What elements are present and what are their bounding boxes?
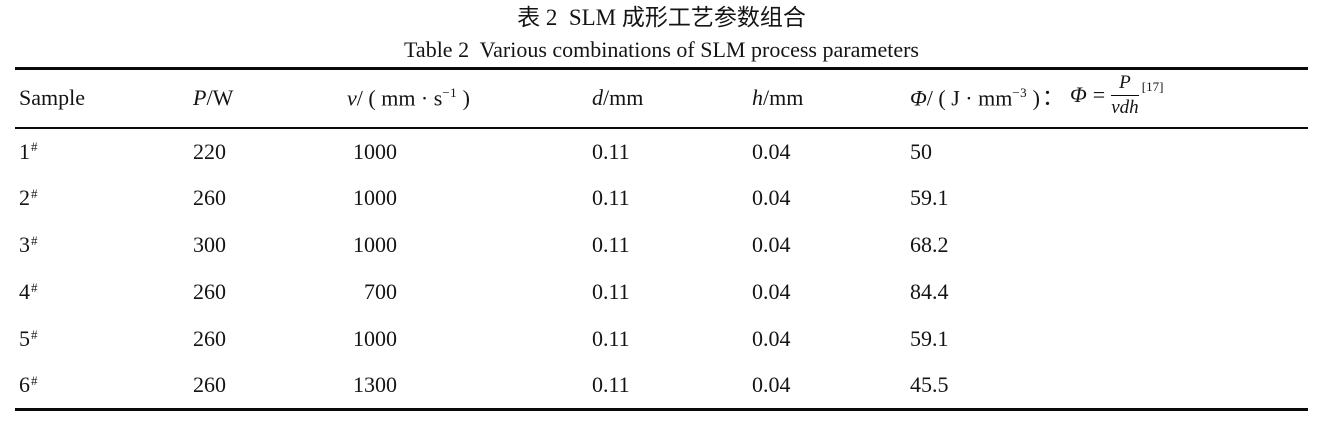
cell-hatch-spacing: 0.04 [752,326,791,351]
sample-number: 5 [19,326,30,351]
cell-hatch-spacing: 0.04 [752,138,791,164]
cell-sample: 3# [15,222,193,269]
speed-unit-open: / ( mm · s [356,85,443,111]
table-row: 5# 260 1000 0.11 0.04 59.1 [15,316,1308,363]
formula-equals: = [1092,82,1106,108]
cell-beam-diameter: 0.11 [592,326,630,351]
sample-hash-marker: # [31,373,38,389]
sample-number: 2 [19,185,30,210]
table-body: 1# 220 1000 0.11 0.04 50 2# 260 1000 0.1… [15,128,1308,410]
cell-power: 300 [193,232,226,257]
table-caption: 表 2 SLM 成形工艺参数组合 Table 2 Various combina… [0,0,1323,67]
column-header-speed: v/ ( mm · s−1 ) [347,69,592,128]
column-header-hatch-spacing: h/mm [752,69,910,128]
table-row: 1# 220 1000 0.11 0.04 50 [15,128,1308,175]
power-unit: /W [206,85,234,111]
cell-energy-density: 68.2 [910,232,949,257]
formula-lhs: Φ [1070,82,1087,108]
cell-speed: 1300 [347,363,592,410]
energy-unit-close: ) [1027,85,1040,111]
column-header-sample: Sample [15,69,193,128]
caption-english: Table 2 Various combinations of SLM proc… [404,37,919,62]
sample-number: 1 [19,138,30,164]
cell-power: 260 [193,185,226,210]
cell-energy-density: 84.4 [910,279,949,304]
table-row: 6# 260 1300 0.11 0.04 45.5 [15,363,1308,410]
cell-beam-diameter: 0.11 [592,185,630,210]
cell-sample: 6# [15,363,193,410]
cell-sample: 4# [15,269,193,316]
sample-number: 4 [19,279,30,304]
speed-value: 1000 [353,185,397,210]
cell-power: 260 [193,326,226,351]
table-row: 3# 300 1000 0.11 0.04 68.2 [15,222,1308,269]
energy-colon: ： [1041,85,1064,111]
cell-power: 260 [193,372,226,398]
cell-energy-density: 59.1 [910,326,949,351]
speed-exponent: −1 [442,85,458,101]
cell-sample: 5# [15,316,193,363]
cell-sample: 1# [15,128,193,175]
table-row: 4# 260 700 0.11 0.04 84.4 [15,269,1308,316]
cell-speed: 1000 [347,175,592,222]
cell-beam-diameter: 0.11 [592,372,630,398]
column-header-power: P/W [193,69,347,128]
formula-denominator: vdh [1111,96,1139,118]
power-symbol: P [193,85,207,111]
speed-value: 1300 [353,372,397,398]
cell-hatch-spacing: 0.04 [752,232,791,257]
table-row: 2# 260 1000 0.11 0.04 59.1 [15,175,1308,222]
speed-symbol: v [347,85,357,111]
cell-hatch-spacing: 0.04 [752,279,791,304]
cell-speed: 1000 [347,128,592,175]
hatch-unit: /mm [763,85,804,111]
cell-beam-diameter: 0.11 [592,279,630,304]
sample-hash-marker: # [31,139,38,155]
speed-unit-close: ) [457,85,470,111]
speed-value: 1000 [353,138,397,164]
beam-symbol: d [592,85,603,111]
hatch-symbol: h [752,85,763,111]
energy-symbol: Φ [910,85,927,111]
cell-energy-density: 45.5 [910,372,949,398]
formula-citation: [17] [1141,79,1164,95]
caption-chinese: 表 2 SLM 成形工艺参数组合 [517,5,806,30]
header-row: Sample P/W v/ ( mm · s−1 ) d/mm h/mm Φ/ … [15,69,1308,128]
cell-power: 260 [193,279,226,304]
cell-speed: 700 [347,269,592,316]
column-header-beam-diameter: d/mm [592,69,752,128]
sample-number: 3 [19,232,30,257]
cell-beam-diameter: 0.11 [592,138,630,164]
sample-hash-marker: # [31,279,38,295]
table-header: Sample P/W v/ ( mm · s−1 ) d/mm h/mm Φ/ … [15,69,1308,128]
cell-hatch-spacing: 0.04 [752,372,791,398]
energy-unit-open: / ( J · mm [926,85,1013,111]
cell-speed: 1000 [347,316,592,363]
cell-energy-density: 59.1 [910,185,949,210]
cell-sample: 2# [15,175,193,222]
beam-unit: /mm [603,85,644,111]
speed-value: 1000 [353,232,397,257]
sample-number: 6 [19,372,30,398]
cell-energy-density: 50 [910,138,932,164]
sample-hash-marker: # [31,232,38,248]
cell-hatch-spacing: 0.04 [752,185,791,210]
speed-value: 1000 [353,326,397,351]
cell-power: 220 [193,138,226,164]
process-parameters-table: Sample P/W v/ ( mm · s−1 ) d/mm h/mm Φ/ … [15,67,1308,411]
sample-hash-marker: # [31,326,38,342]
energy-exponent: −3 [1012,84,1028,100]
sample-hash-marker: # [31,185,38,201]
formula-numerator: P [1111,72,1139,96]
cell-speed: 1000 [347,222,592,269]
cell-beam-diameter: 0.11 [592,232,630,257]
sample-label: Sample [19,85,85,111]
speed-value: 700 [364,279,397,304]
